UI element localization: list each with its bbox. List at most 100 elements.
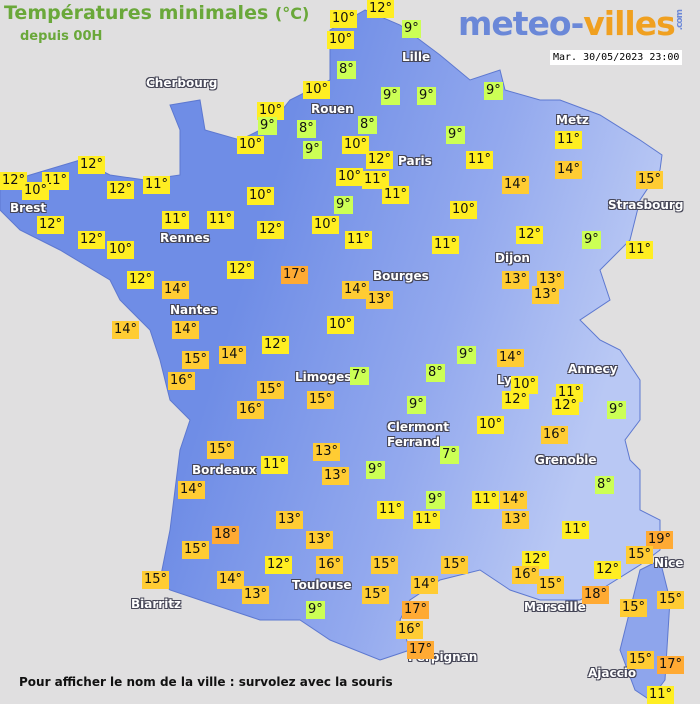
temperature-badge[interactable]: 12°	[262, 336, 290, 354]
temperature-badge[interactable]: 15°	[207, 441, 235, 459]
city-label[interactable]: Nantes	[170, 303, 218, 317]
temperature-badge[interactable]: 14°	[555, 161, 583, 179]
temperature-badge[interactable]: 10°	[511, 376, 539, 394]
temperature-badge[interactable]: 14°	[342, 281, 370, 299]
temperature-badge[interactable]: 11°	[555, 131, 583, 149]
temperature-badge[interactable]: 14°	[162, 281, 190, 299]
temperature-badge[interactable]: 17°	[657, 656, 685, 674]
temperature-badge[interactable]: 10°	[22, 182, 50, 200]
temperature-badge[interactable]: 15°	[441, 556, 469, 574]
temperature-badge[interactable]: 9°	[457, 346, 476, 364]
temperature-badge[interactable]: 14°	[500, 491, 528, 509]
city-label[interactable]: Biarritz	[131, 597, 182, 611]
temperature-badge[interactable]: 16°	[541, 426, 569, 444]
temperature-badge[interactable]: 12°	[227, 261, 255, 279]
temperature-badge[interactable]: 9°	[484, 82, 503, 100]
temperature-badge[interactable]: 11°	[626, 241, 654, 259]
temperature-badge[interactable]: 10°	[247, 187, 275, 205]
temperature-badge[interactable]: 15°	[307, 391, 335, 409]
temperature-badge[interactable]: 13°	[537, 271, 565, 289]
city-label[interactable]: Clermont	[387, 420, 450, 434]
temperature-badge[interactable]: 8°	[595, 476, 614, 494]
temperature-badge[interactable]: 9°	[582, 231, 601, 249]
temperature-badge[interactable]: 9°	[417, 87, 436, 105]
city-label[interactable]: Marseille	[524, 600, 586, 614]
temperature-badge[interactable]: 7°	[350, 367, 369, 385]
temperature-badge[interactable]: 10°	[336, 168, 364, 186]
temperature-badge[interactable]: 11°	[466, 151, 494, 169]
temperature-badge[interactable]: 14°	[178, 481, 206, 499]
city-label[interactable]: Toulouse	[292, 578, 352, 592]
city-label[interactable]: Dijon	[495, 251, 530, 265]
temperature-badge[interactable]: 11°	[472, 491, 500, 509]
temperature-badge[interactable]: 15°	[537, 576, 565, 594]
temperature-badge[interactable]: 11°	[345, 231, 373, 249]
city-label[interactable]: Bordeaux	[192, 463, 257, 477]
temperature-badge[interactable]: 14°	[172, 321, 200, 339]
temperature-badge[interactable]: 15°	[371, 556, 399, 574]
temperature-badge[interactable]: 15°	[142, 571, 170, 589]
temperature-badge[interactable]: 12°	[265, 556, 293, 574]
temperature-badge[interactable]: 12°	[257, 221, 285, 239]
city-label[interactable]: Rouen	[311, 102, 354, 116]
temperature-badge[interactable]: 14°	[112, 321, 140, 339]
city-label[interactable]: Annecy	[568, 362, 618, 376]
temperature-badge[interactable]: 11°	[413, 511, 441, 529]
temperature-badge[interactable]: 15°	[620, 599, 648, 617]
temperature-badge[interactable]: 9°	[446, 126, 465, 144]
temperature-badge[interactable]: 14°	[502, 176, 530, 194]
temperature-badge[interactable]: 10°	[237, 136, 265, 154]
temperature-badge[interactable]: 10°	[477, 416, 505, 434]
temperature-badge[interactable]: 8°	[297, 120, 316, 138]
temperature-badge[interactable]: 9°	[381, 87, 400, 105]
temperature-badge[interactable]: 8°	[426, 364, 445, 382]
temperature-badge[interactable]: 8°	[337, 61, 356, 79]
temperature-badge[interactable]: 19°	[646, 531, 674, 549]
city-label[interactable]: Brest	[10, 201, 47, 215]
temperature-badge[interactable]: 10°	[312, 216, 340, 234]
temperature-badge[interactable]: 15°	[257, 381, 285, 399]
city-label[interactable]: Bourges	[373, 269, 429, 283]
temperature-badge[interactable]: 15°	[362, 586, 390, 604]
temperature-badge[interactable]: 15°	[636, 171, 664, 189]
temperature-badge[interactable]: 16°	[512, 566, 540, 584]
temperature-badge[interactable]: 12°	[107, 181, 135, 199]
temperature-badge[interactable]: 7°	[440, 446, 459, 464]
temperature-badge[interactable]: 10°	[450, 201, 478, 219]
temperature-badge[interactable]: 12°	[552, 397, 580, 415]
temperature-badge[interactable]: 9°	[366, 461, 385, 479]
temperature-badge[interactable]: 11°	[261, 456, 289, 474]
temperature-badge[interactable]: 9°	[407, 396, 426, 414]
temperature-badge[interactable]: 10°	[327, 316, 355, 334]
temperature-badge[interactable]: 10°	[327, 31, 355, 49]
temperature-badge[interactable]: 9°	[607, 401, 626, 419]
temperature-badge[interactable]: 11°	[382, 186, 410, 204]
temperature-badge[interactable]: 12°	[516, 226, 544, 244]
temperature-badge[interactable]: 11°	[377, 501, 405, 519]
temperature-badge[interactable]: 12°	[127, 271, 155, 289]
temperature-badge[interactable]: 16°	[237, 401, 265, 419]
temperature-badge[interactable]: 9°	[306, 601, 325, 619]
city-label[interactable]: Metz	[556, 113, 589, 127]
city-label[interactable]: Cherbourg	[146, 76, 218, 90]
temperature-badge[interactable]: 10°	[257, 102, 285, 120]
city-label[interactable]: Limoges	[295, 370, 352, 384]
temperature-badge[interactable]: 11°	[162, 211, 190, 229]
temperature-badge[interactable]: 13°	[276, 511, 304, 529]
temperature-badge[interactable]: 13°	[322, 467, 350, 485]
temperature-badge[interactable]: 18°	[212, 526, 240, 544]
temperature-badge[interactable]: 11°	[143, 176, 171, 194]
temperature-badge[interactable]: 17°	[281, 266, 309, 284]
temperature-badge[interactable]: 14°	[219, 346, 247, 364]
temperature-badge[interactable]: 13°	[532, 286, 560, 304]
city-label[interactable]: Lille	[402, 50, 431, 64]
temperature-badge[interactable]: 12°	[37, 216, 65, 234]
logo[interactable]: meteo-villes.com	[458, 4, 685, 43]
temperature-badge[interactable]: 11°	[432, 236, 460, 254]
temperature-badge[interactable]: 11°	[362, 171, 390, 189]
temperature-badge[interactable]: 9°	[426, 491, 445, 509]
temperature-badge[interactable]: 11°	[207, 211, 235, 229]
city-label[interactable]: Ferrand	[387, 435, 440, 449]
temperature-badge[interactable]: 12°	[78, 156, 106, 174]
temperature-badge[interactable]: 16°	[168, 372, 196, 390]
